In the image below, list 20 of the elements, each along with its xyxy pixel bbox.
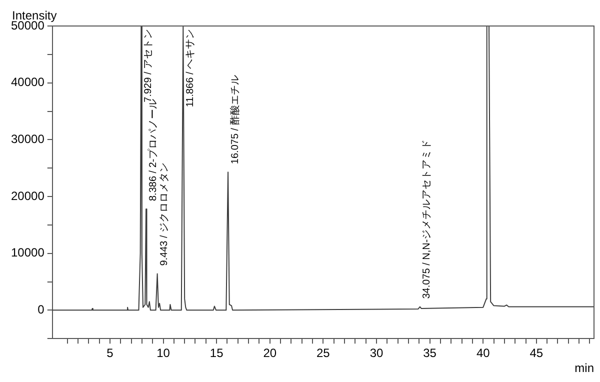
x-tick-label: 40 bbox=[476, 346, 490, 360]
annotation: 11.866 / ヘキサン bbox=[184, 28, 196, 108]
x-tick-label: 25 bbox=[316, 346, 330, 360]
y-tick-label: 10000 bbox=[10, 246, 45, 260]
y-tick-label: 20000 bbox=[10, 188, 45, 203]
y-tick-label: 40000 bbox=[10, 75, 45, 90]
x-tick-label: 30 bbox=[370, 346, 384, 360]
annotation: 34.075 / N,N-ジメチルアセトアミド bbox=[422, 139, 433, 299]
annotation: 9.443 / ジクロロメタン bbox=[159, 162, 170, 266]
x-tick-label: 15 bbox=[210, 346, 224, 360]
x-axis-title: min bbox=[574, 360, 594, 375]
x-tick-label: 5 bbox=[106, 346, 114, 360]
x-tick-label: 20 bbox=[263, 346, 277, 360]
y-tick-label: 0 bbox=[38, 302, 45, 316]
x-tick-label: 10 bbox=[156, 346, 170, 360]
y-axis-title: Intensity bbox=[12, 8, 57, 22]
annotation: 16.075 / 酢酸エチル bbox=[228, 75, 241, 164]
x-tick-label: 45 bbox=[530, 346, 544, 360]
x-tick-label: 35 bbox=[423, 346, 437, 360]
y-tick-label: 30000 bbox=[10, 132, 45, 146]
